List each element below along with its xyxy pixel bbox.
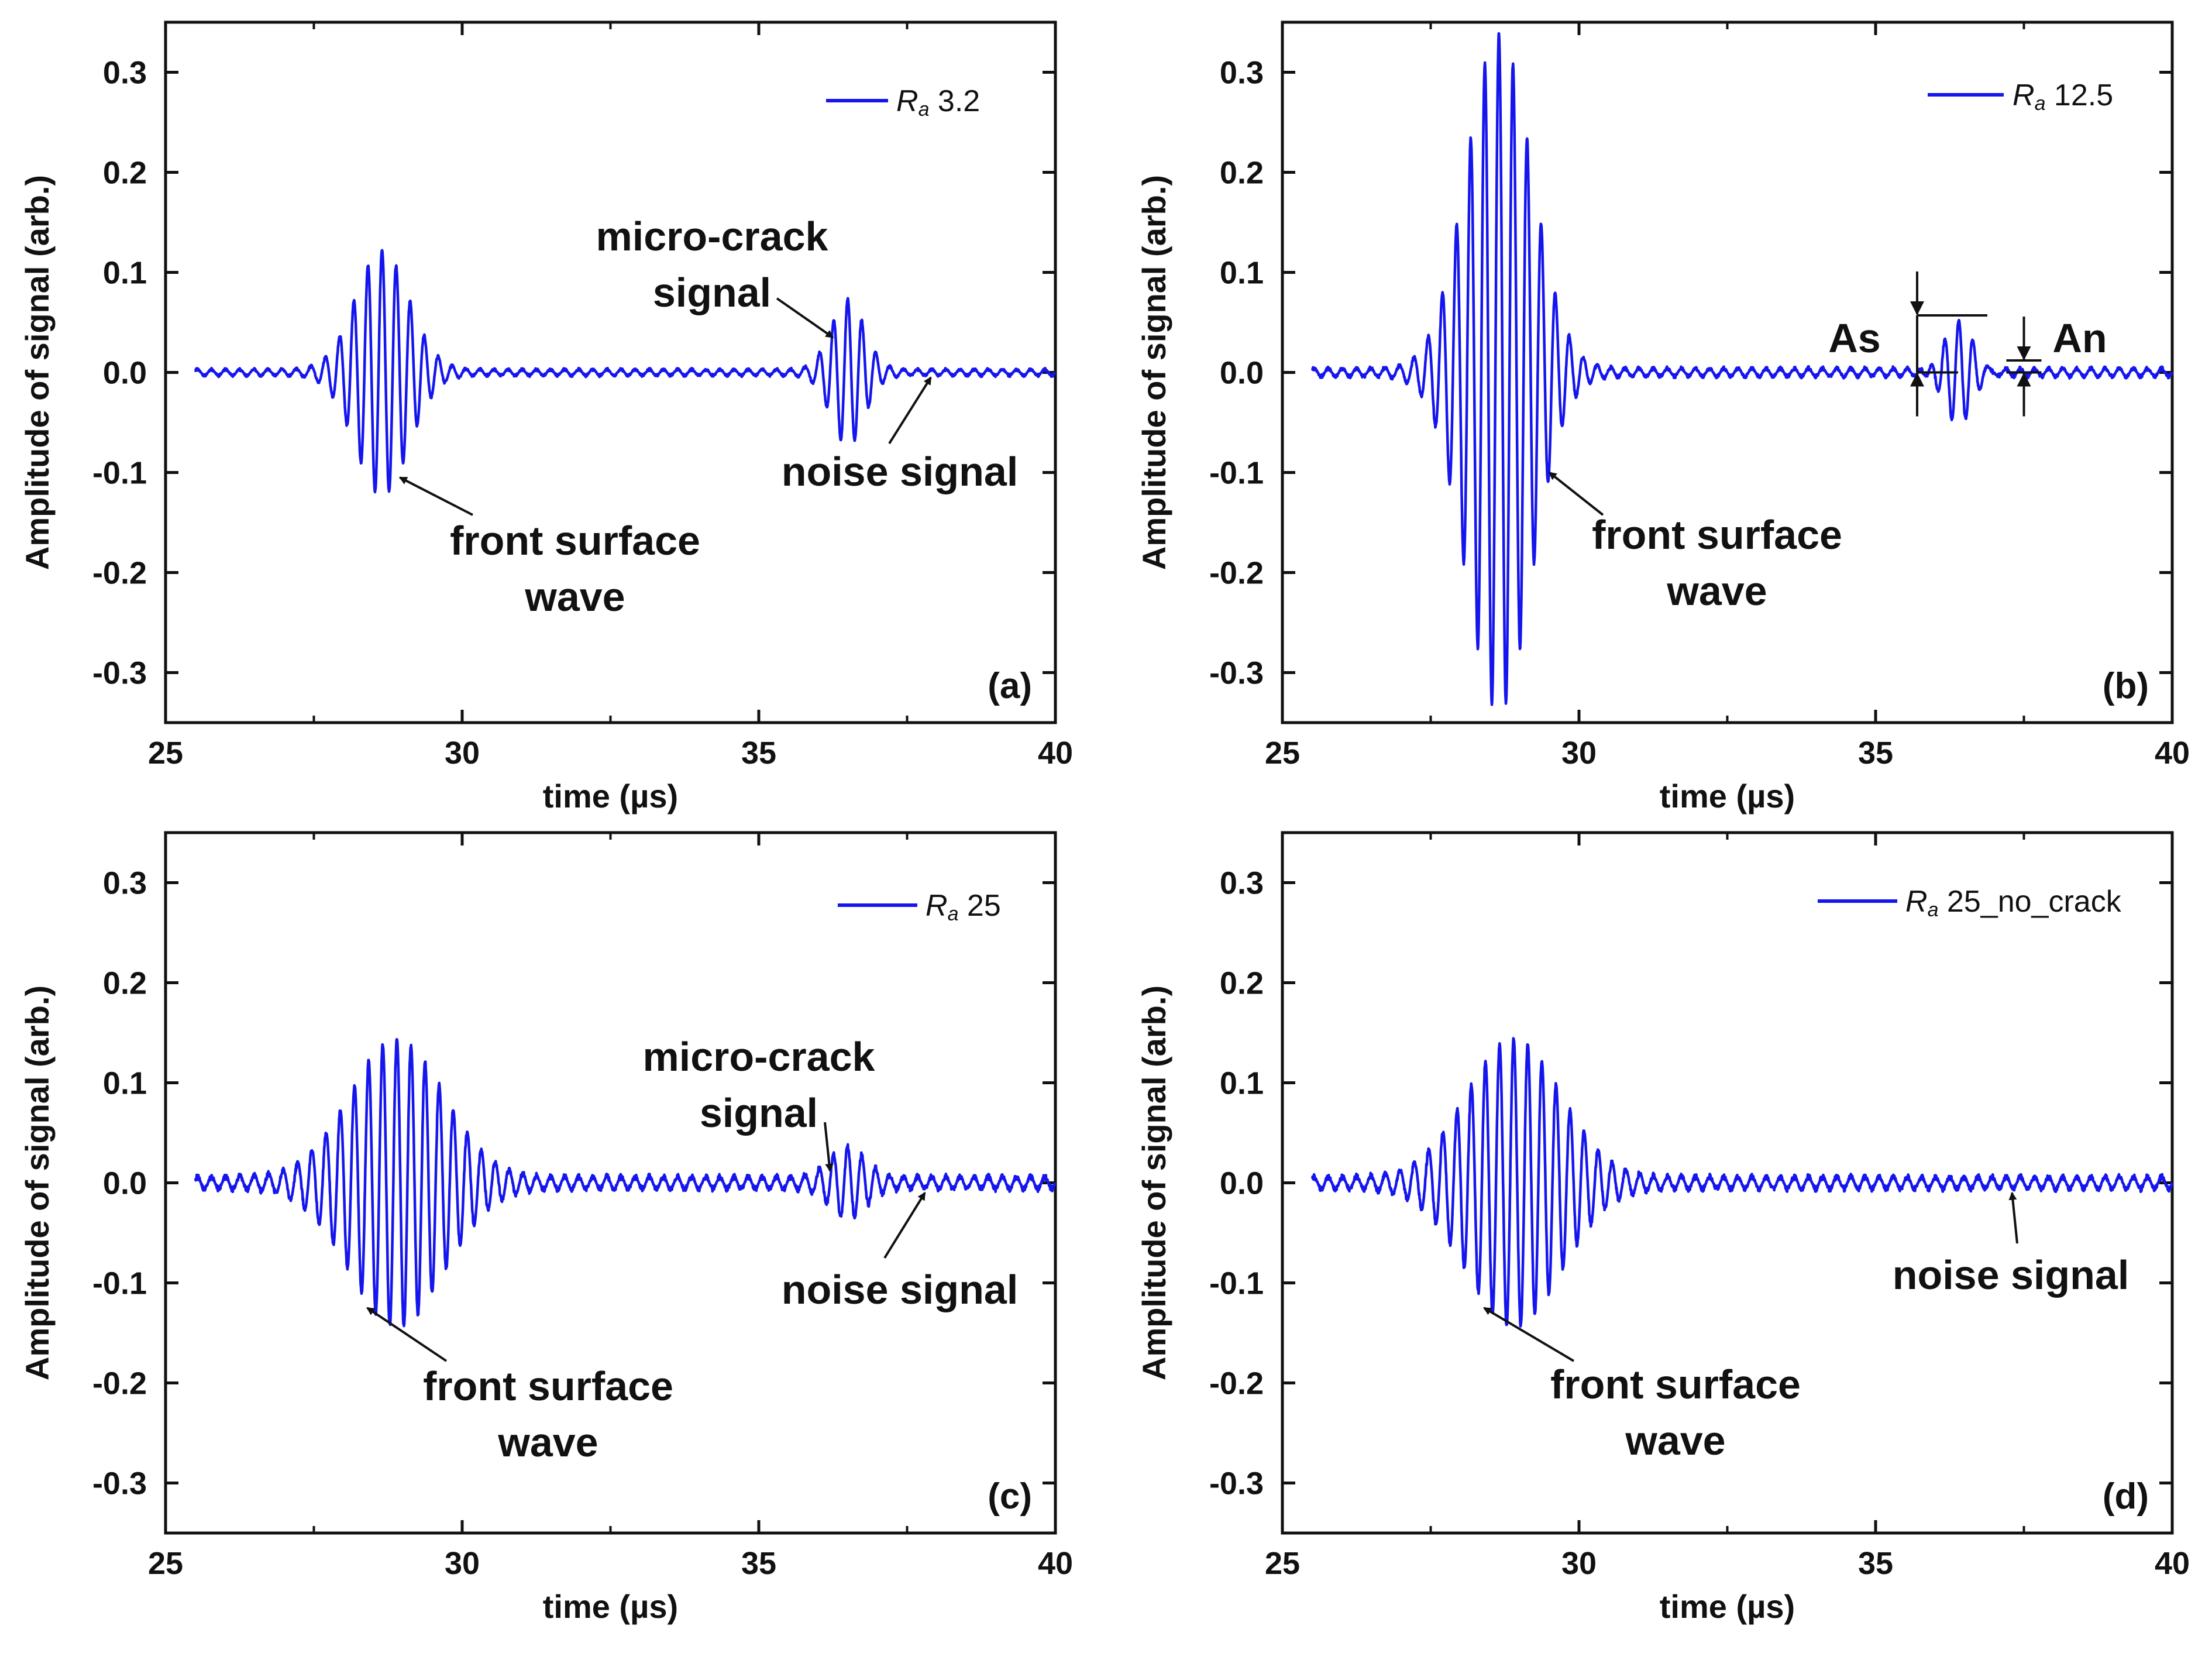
y-tick-label: -0.2: [1209, 556, 1264, 591]
x-tick-label: 40: [2155, 1546, 2190, 1581]
panel-b: 25 30 35 40 -0.3 -0.2 -0.1 0.0 0.1 0.2 0.3 time (µs…: [1136, 20, 2190, 814]
y-tick-label: 0.3: [103, 866, 147, 901]
annotation-text: As: [1828, 315, 1880, 361]
annotation-arrow: [1483, 1307, 1575, 1362]
y-tick-label: 0.2: [1220, 156, 1264, 191]
y-tick-label: 0.1: [103, 256, 147, 291]
y-axis-title: Amplitude of signal (arb.): [1136, 985, 1172, 1380]
y-tick-label: 0.0: [103, 356, 147, 391]
y-tick-label: 0.0: [1220, 1166, 1264, 1201]
x-tick-label: 40: [1038, 1546, 1073, 1581]
annotation-arrow: [824, 1122, 834, 1172]
x-axis-title: time (µs): [543, 1588, 678, 1625]
amplitude-markers: [1910, 271, 2042, 417]
annotation-text: micro-crack: [643, 1034, 875, 1080]
annotation-text: wave: [1666, 568, 1767, 614]
x-axis-title: time (µs): [1660, 1588, 1795, 1625]
annotation-text: front surface: [1592, 512, 1842, 558]
y-tick-label: 0.3: [1220, 56, 1264, 91]
y-tick-label: -0.2: [92, 1366, 147, 1401]
y-tick-label: 0.1: [1220, 1066, 1264, 1101]
annotation-text: An: [2052, 315, 2107, 361]
annotation-text: front surface: [450, 518, 700, 563]
signal-line: [194, 1037, 1057, 1328]
annotation-arrow: [2008, 1191, 2018, 1244]
panel-label: (c): [988, 1476, 1032, 1517]
annotation-text: micro-crack: [596, 214, 828, 259]
annotation-arrow: [883, 1191, 926, 1259]
y-tick-label: -0.3: [92, 656, 147, 691]
annotation-arrow: [1548, 471, 1604, 516]
x-tick-label: 35: [1858, 736, 1893, 771]
x-tick-label: 35: [1858, 1546, 1893, 1581]
x-tick-label: 25: [148, 736, 183, 771]
x-tick-label: 30: [445, 1546, 480, 1581]
annotation-arrow: [398, 476, 473, 516]
y-tick-label: 0.1: [103, 1066, 147, 1101]
x-axis-title: time (µs): [1660, 778, 1795, 814]
y-tick-label: -0.1: [1209, 456, 1264, 491]
y-tick-label: 0.1: [1220, 256, 1264, 291]
y-tick-label: -0.3: [1209, 1466, 1264, 1501]
y-tick-label: 0.0: [1220, 356, 1264, 391]
y-axis-title: Amplitude of signal (arb.): [19, 175, 56, 570]
y-tick-label: -0.1: [92, 456, 147, 491]
y-tick-label: -0.2: [1209, 1366, 1264, 1401]
x-tick-label: 40: [1038, 736, 1073, 771]
y-tick-label: 0.3: [1220, 866, 1264, 901]
panel-c: 25 30 35 40 -0.3 -0.2 -0.1 0.0 0.1 0.2 0.3 time (µs…: [19, 831, 1073, 1625]
y-axis-title: Amplitude of signal (arb.): [19, 985, 56, 1380]
x-tick-label: 30: [445, 736, 480, 771]
x-tick-label: 35: [741, 736, 776, 771]
x-axis-title: time (µs): [543, 778, 678, 814]
y-tick-label: -0.3: [92, 1466, 147, 1501]
y-tick-label: 0.2: [1220, 966, 1264, 1001]
panel-label: (b): [2103, 666, 2149, 706]
panel-label: (d): [2103, 1476, 2149, 1517]
x-tick-label: 25: [148, 1546, 183, 1581]
annotation-text: signal: [700, 1090, 818, 1136]
x-tick-label: 25: [1265, 1546, 1300, 1581]
legend-label: Ra 25_no_crack: [1905, 885, 2122, 921]
annotation-text: front surface: [423, 1363, 673, 1409]
legend-label: Ra 3.2: [896, 84, 980, 121]
y-tick-label: 0.2: [103, 966, 147, 1001]
panel-a: 25 30 35 40 -0.3 -0.2 -0.1 0.0 0.1 0.2 0.3 time (µs…: [19, 20, 1073, 814]
annotation-text: noise signal: [782, 449, 1019, 494]
annotation-text: wave: [497, 1420, 598, 1465]
annotation-arrow: [366, 1307, 448, 1362]
annotation-text: noise signal: [1893, 1252, 2130, 1298]
x-tick-label: 40: [2155, 736, 2190, 771]
y-tick-label: 0.0: [103, 1166, 147, 1201]
y-tick-label: -0.3: [1209, 656, 1264, 691]
x-tick-label: 30: [1561, 1546, 1597, 1581]
x-tick-label: 35: [741, 1546, 776, 1581]
annotation-text: wave: [524, 574, 625, 620]
annotation-text: wave: [1625, 1418, 1725, 1463]
annotation-text: signal: [653, 270, 771, 315]
panel-label: (a): [988, 666, 1032, 706]
y-tick-label: -0.1: [92, 1266, 147, 1301]
y-tick-label: 0.2: [103, 156, 147, 191]
panel-d: 25 30 35 40 -0.3 -0.2 -0.1 0.0 0.1 0.2 0.3 time (µs…: [1136, 831, 2190, 1625]
y-axis-title: Amplitude of signal (arb.): [1136, 175, 1172, 570]
legend-label: Ra 12.5: [2013, 78, 2113, 115]
annotation-text: front surface: [1550, 1362, 1801, 1407]
x-tick-label: 30: [1561, 736, 1597, 771]
signal-line: [194, 249, 1057, 494]
y-tick-label: -0.2: [92, 556, 147, 591]
annotation-arrow: [776, 297, 834, 339]
y-tick-label: 0.3: [103, 56, 147, 91]
annotation-text: noise signal: [782, 1267, 1019, 1312]
y-tick-label: -0.1: [1209, 1266, 1264, 1301]
legend-label: Ra 25: [926, 889, 1001, 925]
x-tick-label: 25: [1265, 736, 1300, 771]
signal-line: [1310, 1037, 2174, 1328]
annotation-arrow: [888, 376, 932, 445]
